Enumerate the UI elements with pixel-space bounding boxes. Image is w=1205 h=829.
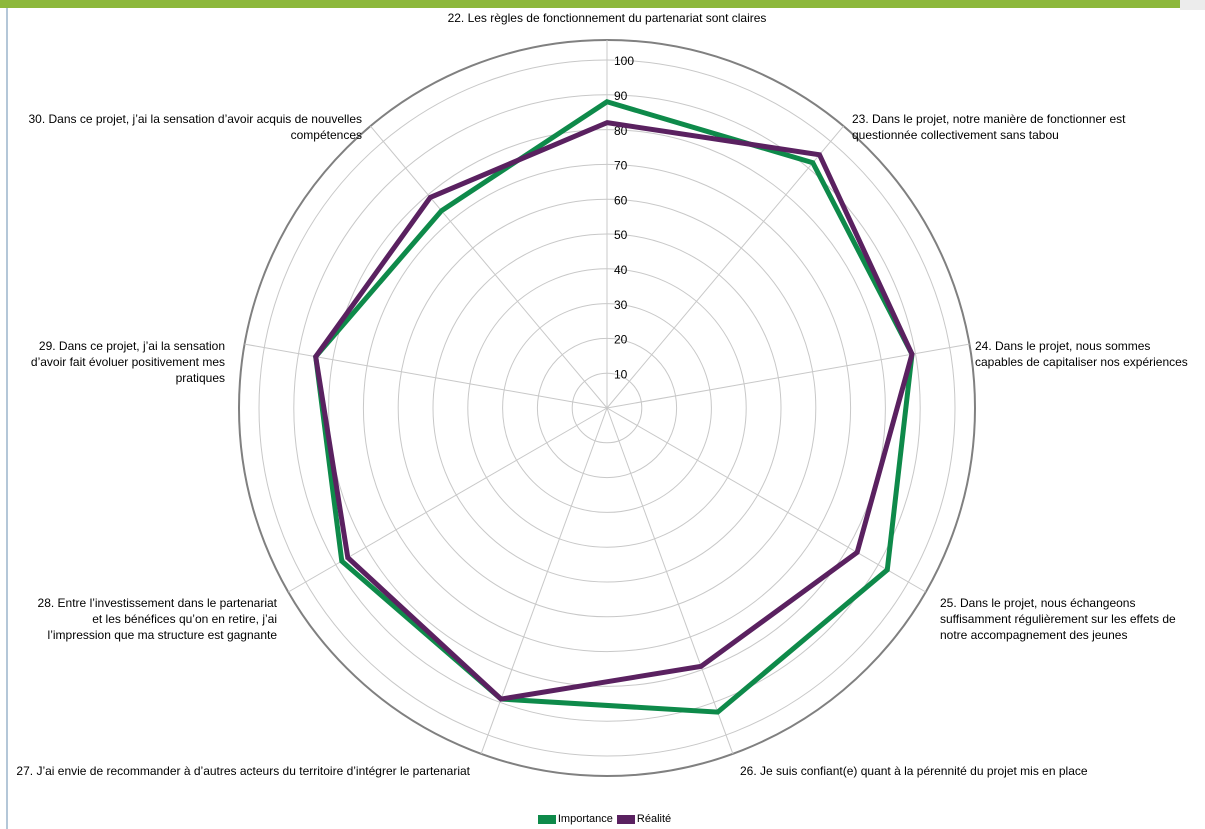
r-tick-label: 40 [614,263,628,277]
series-line [313,120,915,702]
axis-label: 24. Dans le projet, nous sommes capables… [975,339,1188,369]
legend: Importance Réalité [0,813,1205,825]
legend-label: Importance [557,813,613,825]
axis-label: 27. J’ai envie de recommander à d’autres… [16,764,470,778]
spoke [606,407,734,754]
r-tick-label: 50 [614,228,628,242]
spoke [244,343,608,409]
r-tick-label: 60 [614,193,628,207]
spoke [370,125,608,409]
r-tick-label: 30 [614,298,628,312]
r-tick-label: 20 [614,333,628,347]
r-tick-label: 90 [614,89,628,103]
top-corner [1180,0,1205,10]
top-bar [0,0,1180,8]
axis-label: 30. Dans ce projet, j’ai la sensation d’… [28,112,362,142]
spoke [606,125,844,409]
spoke [480,407,608,754]
legend-label: Réalité [636,813,672,825]
r-tick-label: 100 [614,54,634,68]
axis-label: 26. Je suis confiant(e) quant à la péren… [740,764,1088,778]
axis-label: 22. Les règles de fonctionnement du part… [447,11,767,25]
legend-swatch [537,814,556,824]
r-tick-label: 10 [614,367,628,381]
legend-swatch [616,814,635,824]
spoke [606,407,926,593]
r-tick-label: 70 [614,159,628,173]
axis-label: 28. Entre l’investissement dans le parte… [37,596,277,642]
series-line [313,99,915,715]
axis-label: 25. Dans le projet, nous échangeons suff… [940,596,1176,642]
axis-label: 29. Dans ce projet, j’ai la sensation d’… [30,339,225,385]
spoke [606,343,970,409]
axis-label: 23. Dans le projet, notre manière de fon… [852,112,1126,142]
